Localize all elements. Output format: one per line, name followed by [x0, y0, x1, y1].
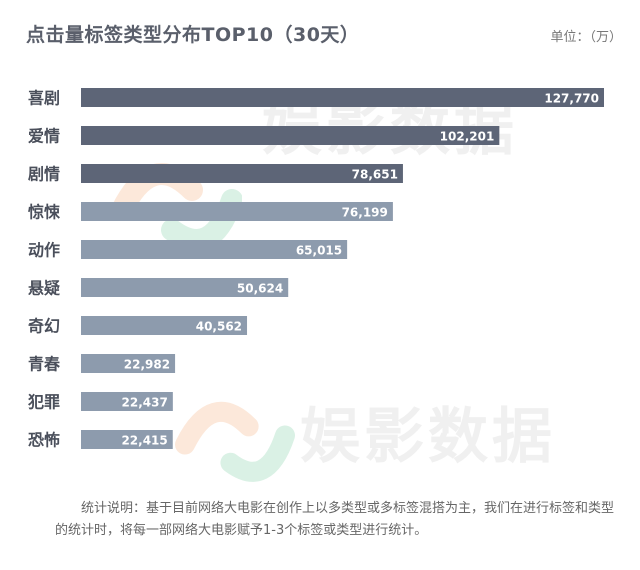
category-label: 惊悚: [28, 203, 61, 222]
bar: [81, 202, 393, 221]
value-label: 127,770: [544, 92, 599, 106]
category-label: 动作: [28, 241, 60, 260]
category-label: 青春: [28, 355, 61, 374]
category-label: 犯罪: [27, 393, 60, 412]
bar: [81, 126, 500, 145]
bar-chart: 喜剧 127,770 爱情 102,201 剧情 78,651 惊悚 76,199 动作 65,0…: [27, 88, 604, 450]
value-label: 22,982: [124, 358, 170, 372]
value-label: 76,199: [342, 206, 388, 220]
bar: [81, 354, 176, 373]
value-label: 102,201: [440, 130, 495, 144]
bar: [81, 164, 403, 183]
category-label: 剧情: [28, 165, 60, 184]
category-label: 奇幻: [28, 317, 60, 336]
category-label: 喜剧: [28, 89, 60, 108]
category-label: 爱情: [28, 127, 60, 146]
bar: [81, 240, 348, 259]
unit-label: 单位：（万）: [550, 30, 622, 45]
value-label: 65,015: [296, 244, 342, 258]
bar: [81, 278, 289, 297]
bar: [81, 316, 248, 335]
category-label: 悬疑: [27, 279, 60, 298]
value-label: 78,651: [352, 168, 398, 182]
value-label: 22,415: [121, 434, 167, 448]
chart-title: 点击量标签类型分布TOP10（30天）: [26, 24, 360, 46]
value-label: 22,437: [122, 396, 168, 410]
category-label: 恐怖: [28, 431, 60, 450]
bar: [81, 392, 173, 411]
bar: [81, 430, 173, 449]
value-label: 50,624: [237, 282, 283, 296]
statistics-note: 统计说明：基于目前网络大电影在创作上以多类型或多标签混搭为主，我们在进行标签和类…: [55, 501, 615, 538]
bar: [81, 88, 604, 107]
value-label: 40,562: [196, 320, 242, 334]
